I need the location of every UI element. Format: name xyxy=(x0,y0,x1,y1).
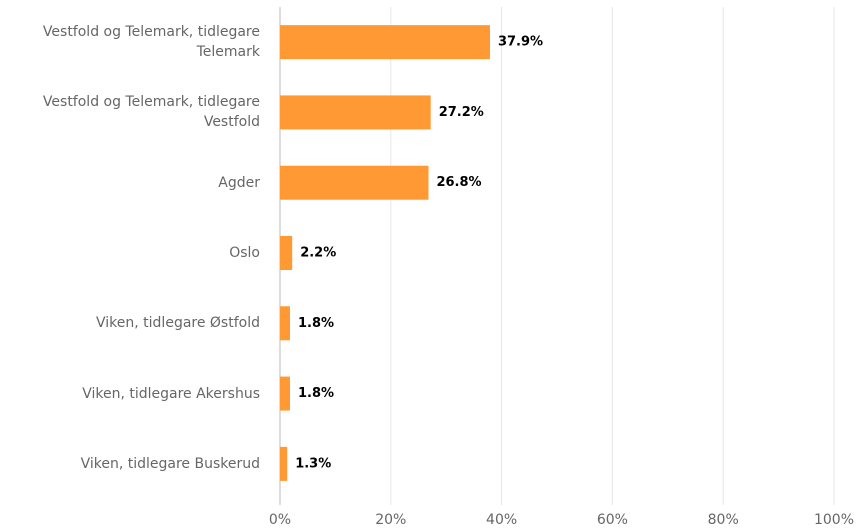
bar xyxy=(280,95,431,130)
bar xyxy=(280,236,293,270)
bar xyxy=(280,25,490,60)
value-label: 1.8% xyxy=(298,316,334,331)
value-label: 1.8% xyxy=(298,386,334,401)
bar xyxy=(280,306,290,341)
category-label: Vestfold og Telemark, tidlegare Telemark xyxy=(42,24,260,61)
category-label: Agder xyxy=(218,174,260,191)
value-label: 2.2% xyxy=(300,246,336,261)
category-label: Oslo xyxy=(229,245,260,261)
x-tick-label: 0% xyxy=(269,512,291,528)
x-tick-label: 60% xyxy=(597,512,628,528)
category-label: Vestfold og Telemark, tidlegare Vestfold xyxy=(42,94,260,131)
value-label: 27.2% xyxy=(439,105,484,120)
x-tick-label: 100% xyxy=(814,512,854,528)
value-label: 26.8% xyxy=(436,175,481,190)
bar xyxy=(280,446,288,481)
x-tick-label: 80% xyxy=(708,512,739,528)
category-label: Viken, tidlegare Buskerud xyxy=(80,455,260,472)
value-label: 1.3% xyxy=(295,456,331,471)
bar xyxy=(280,376,290,411)
category-label: Viken, tidlegare Østfold xyxy=(96,315,260,332)
value-label: 37.9% xyxy=(498,35,543,50)
bar xyxy=(280,165,429,200)
x-tick-label: 40% xyxy=(486,512,517,528)
category-label: Viken, tidlegare Akershus xyxy=(82,385,260,402)
x-tick-label: 20% xyxy=(375,512,406,528)
